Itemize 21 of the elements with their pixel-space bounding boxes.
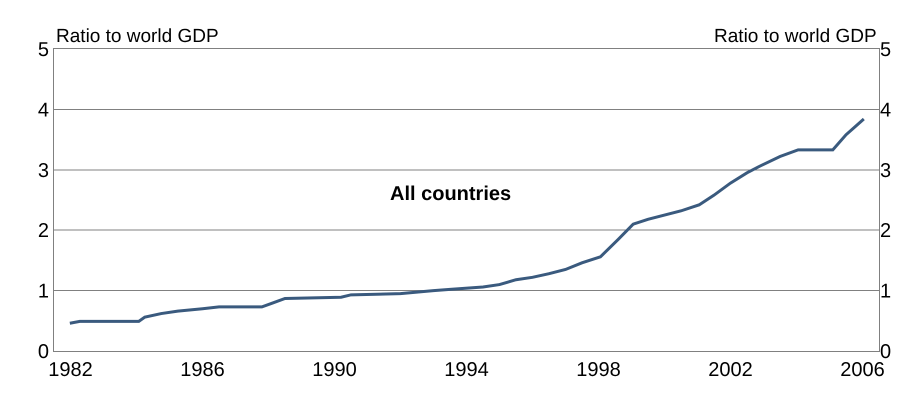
y-tick-label: 0 [38, 341, 49, 363]
x-tick-label: 1990 [312, 359, 357, 381]
x-tick-label: 1994 [444, 359, 489, 381]
x-tick-label: 1986 [180, 359, 225, 381]
line-series [68, 118, 866, 325]
y2-tick-label: 1 [880, 280, 892, 303]
y2-tick-label: 2 [880, 220, 892, 242]
x-tick-label: 1998 [576, 359, 621, 381]
y-tick-label: 5 [38, 39, 49, 61]
y-axis-title: Ratio to world GDP [56, 26, 219, 47]
y2-tick-label: 3 [880, 160, 892, 182]
y-tick-label: 2 [38, 220, 49, 242]
y-tick-label: 4 [38, 99, 49, 122]
y-tick-label: 1 [38, 280, 49, 303]
y-tick-label: 3 [38, 160, 49, 182]
annotation: All countries [390, 183, 512, 205]
y2-tick-label: 4 [880, 99, 892, 122]
y2-tick-label: 5 [880, 39, 892, 61]
x-tick-label: 1982 [48, 359, 93, 381]
y2-axis-title: Ratio to world GDP [714, 26, 877, 47]
x-tick-label: 2002 [708, 359, 753, 381]
